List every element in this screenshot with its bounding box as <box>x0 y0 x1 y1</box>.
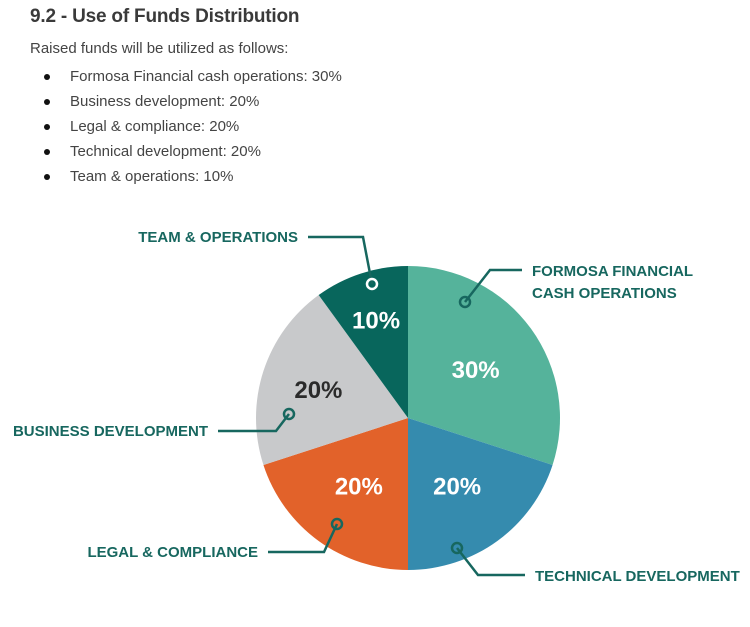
slice-technical-development <box>408 418 553 570</box>
funds-list: Formosa Financial cash operations: 30% B… <box>40 64 342 189</box>
callout-line <box>218 413 290 433</box>
callout-line <box>464 268 522 303</box>
pct-label: 10% <box>352 308 400 335</box>
pct-label: 20% <box>335 474 383 501</box>
slice-label: FORMOSA FINANCIAL <box>532 263 693 280</box>
section-title: 9.2 - Use of Funds Distribution <box>30 6 300 27</box>
callout-dot-icon <box>282 407 296 421</box>
slice-label: TEAM & OPERATIONS <box>138 229 298 246</box>
slice-label: CASH OPERATIONS <box>532 285 677 302</box>
callout-line <box>268 523 339 554</box>
pct-label: 20% <box>433 474 481 501</box>
slice-team-operations <box>318 266 408 418</box>
pct-label: 30% <box>452 357 500 384</box>
pct-label: 20% <box>294 377 342 404</box>
intro-text: Raised funds will be utilized as follows… <box>30 40 289 57</box>
callout-dot-icon <box>450 541 464 555</box>
callout-dot-icon <box>458 295 472 309</box>
bullet-icon <box>44 124 50 130</box>
list-item: Technical development: 20% <box>40 139 342 164</box>
list-item: Legal & compliance: 20% <box>40 114 342 139</box>
slice-label: TECHNICAL DEVELOPMENT <box>535 568 740 585</box>
bullet-icon <box>44 99 50 105</box>
callout-dot-icon <box>330 517 344 531</box>
bullet-icon <box>44 149 50 155</box>
bullet-icon <box>44 74 50 80</box>
slice-label: LEGAL & COMPLIANCE <box>87 544 258 561</box>
list-item: Formosa Financial cash operations: 30% <box>40 64 342 89</box>
list-item: Team & operations: 10% <box>40 164 342 189</box>
callout-line <box>456 547 525 577</box>
slice-legal-compliance <box>263 418 408 570</box>
callout-dot-icon <box>365 277 379 291</box>
bullet-icon <box>44 174 50 180</box>
slice-cash-operations <box>408 266 560 465</box>
list-item: Business development: 20% <box>40 89 342 114</box>
slice-business-development <box>255 295 408 465</box>
callout-line <box>308 235 374 285</box>
slice-label: BUSINESS DEVELOPMENT <box>13 423 208 440</box>
